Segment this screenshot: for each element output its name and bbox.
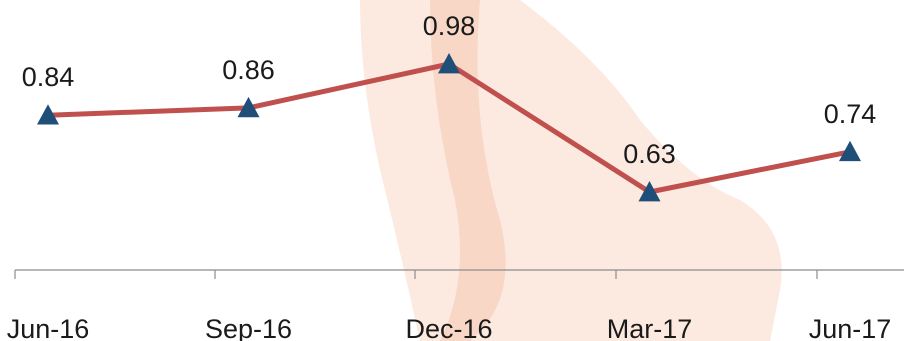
watermark-shape: [430, 0, 506, 341]
data-label: 0.86: [222, 55, 275, 85]
watermark-background: [360, 0, 782, 341]
data-point-marker: [37, 104, 59, 125]
x-tick-label: Dec-16: [405, 314, 492, 341]
data-label: 0.74: [824, 99, 877, 129]
x-tick-label: Mar-17: [607, 314, 693, 341]
data-point-marker: [237, 96, 260, 118]
data-label: 0.63: [623, 139, 676, 169]
series-layer: [37, 53, 861, 202]
data-label: 0.98: [423, 11, 476, 41]
data-point-marker: [839, 140, 861, 162]
watermark-shape: [360, 0, 782, 341]
x-axis: Jun-16 Sep-16 Dec-16 Mar-17 Jun-17: [7, 269, 904, 341]
x-tick-label: Jun-17: [809, 314, 892, 341]
data-point-marker: [638, 181, 661, 202]
data-label: 0.84: [22, 62, 75, 92]
x-tick-label: Sep-16: [205, 314, 292, 341]
data-point-marker: [438, 53, 460, 74]
x-tick-label: Jun-16: [7, 314, 90, 341]
data-labels: 0.84 0.86 0.98 0.63 0.74: [22, 11, 877, 169]
